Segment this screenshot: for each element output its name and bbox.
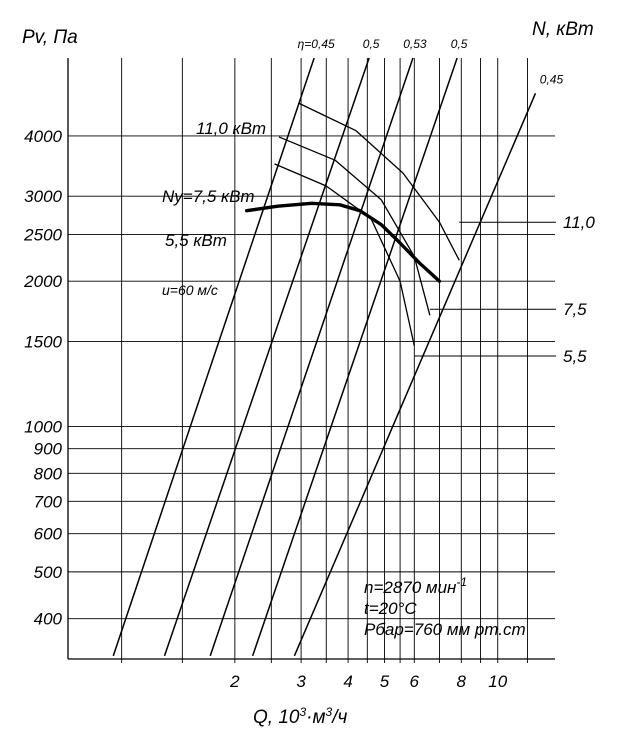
x-tick-label: 10	[488, 672, 507, 691]
x-tick-label: 3	[296, 672, 306, 691]
x-tick-label: 8	[457, 672, 467, 691]
x-tick-label: 5	[380, 672, 390, 691]
y-tick-label: 700	[34, 492, 63, 511]
y-tick-label: 800	[34, 464, 63, 483]
efficiency-line	[209, 57, 414, 657]
power-curve-label: Nу=7,5 кВт	[162, 187, 255, 206]
pressure-curve-layer: u=60 м/с	[162, 201, 442, 298]
power-scale-label: 11,0	[563, 213, 595, 232]
efficiency-line	[293, 93, 537, 657]
efficiency-line	[251, 57, 458, 657]
power-curve-label: 5,5 кВт	[165, 231, 227, 250]
y-tick-label: 900	[34, 440, 63, 459]
efficiency-line	[112, 57, 315, 657]
power-curve	[274, 163, 415, 346]
pressure-curve	[244, 201, 442, 283]
right-axis-label: N, кВт	[532, 19, 594, 40]
y-tick-label: 4000	[24, 127, 62, 146]
y-tick-label: 1000	[24, 418, 62, 437]
notes-temperature: t=20°C	[364, 599, 417, 618]
power-scale-label: 7,5	[563, 300, 587, 319]
label-layer: 11,0 7,5 5,5	[414, 213, 595, 366]
power-scale-label: 5,5	[563, 347, 587, 366]
efficiency-line-label: 0,53	[403, 37, 427, 51]
efficiency-line	[163, 57, 370, 657]
power-curve	[278, 136, 431, 316]
y-tick-label: 2500	[23, 225, 62, 244]
y-tick-label: 1500	[24, 333, 62, 352]
power-curve-label: 11,0 кВт	[196, 119, 266, 138]
x-tick-label: 2	[229, 672, 240, 691]
grid-layer: 400 500 600 700 800 900 1000 1500 2000 2500 3000 40…	[23, 58, 555, 691]
efficiency-line-label: 0,45	[540, 72, 564, 86]
y-tick-label: 3000	[24, 187, 62, 206]
power-curve	[298, 102, 460, 261]
y-tick-label: 2000	[23, 272, 62, 291]
x-tick-label: 6	[410, 672, 420, 691]
y-axis-label: Pv, Па	[22, 27, 78, 48]
y-tick-label: 400	[34, 610, 63, 629]
x-axis-label: Q, 103·м3/ч	[253, 705, 347, 728]
efficiency-lines: η=0,45 0,5 0,53 0,5 0,45	[112, 37, 564, 657]
efficiency-line-label: 0,5	[451, 37, 468, 51]
y-tick-label: 500	[34, 563, 63, 582]
y-tick-label: 600	[34, 525, 63, 544]
notes-speed: n=2870 мин-1	[364, 575, 467, 597]
pressure-curve-label: u=60 м/с	[162, 282, 218, 298]
notes-pressure: Pбар=760 мм рт.ст	[364, 620, 526, 639]
x-tick-label: 4	[343, 672, 352, 691]
efficiency-line-label: 0,5	[363, 37, 380, 51]
efficiency-line-label: η=0,45	[298, 37, 335, 51]
